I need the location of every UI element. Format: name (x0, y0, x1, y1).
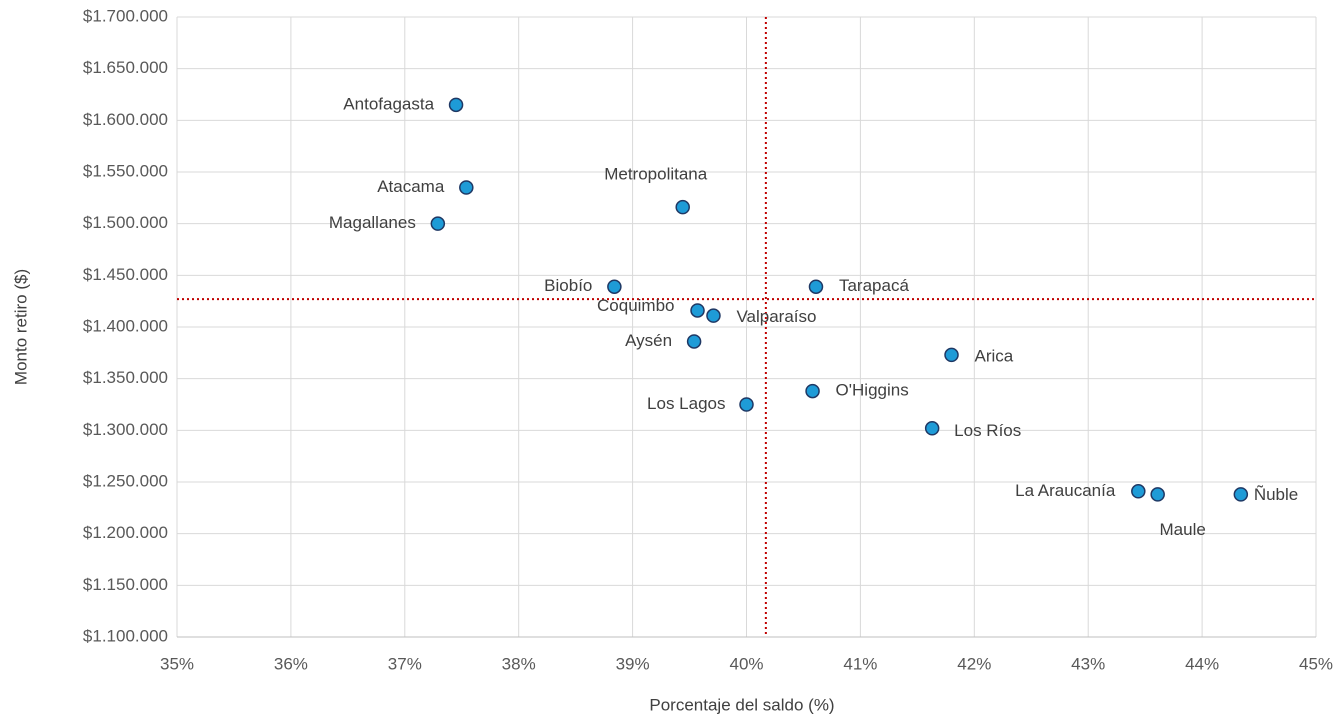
y-axis-title: Monto retiro ($) (11, 269, 30, 385)
x-tick-label: 38% (502, 654, 536, 673)
point (686, 334, 702, 349)
point (459, 180, 474, 195)
point (805, 383, 820, 399)
y-tick-label: $1.150.000 (83, 575, 168, 594)
point (706, 308, 721, 323)
point-label: Aysén (625, 331, 672, 350)
point (1150, 487, 1165, 502)
point-label: Tarapacá (839, 276, 909, 295)
point-label: Magallanes (329, 213, 416, 232)
x-tick-label: 42% (957, 654, 991, 673)
point (1233, 487, 1249, 502)
x-tick-label: 45% (1299, 654, 1333, 673)
point (607, 279, 622, 294)
y-tick-label: $1.100.000 (83, 626, 168, 645)
point-label: Metropolitana (604, 165, 708, 184)
y-tick-label: $1.600.000 (83, 110, 168, 129)
point (808, 279, 824, 294)
y-tick-label: $1.550.000 (83, 161, 168, 180)
y-tick-label: $1.500.000 (83, 213, 168, 232)
y-tick-label: $1.400.000 (83, 316, 168, 335)
point-label: Ñuble (1254, 485, 1298, 504)
x-tick-label: 39% (616, 654, 650, 673)
y-tick-label: $1.650.000 (83, 58, 168, 77)
point (1131, 484, 1146, 499)
point-label: Valparaíso (736, 307, 816, 326)
point (944, 347, 959, 363)
point-label: Atacama (377, 177, 445, 196)
x-tick-label: 44% (1185, 654, 1219, 673)
y-tick-label: $1.250.000 (83, 471, 168, 490)
point-label: Biobío (544, 276, 592, 295)
point-label: La Araucanía (1015, 481, 1116, 500)
point-label: O'Higgins (836, 381, 909, 400)
x-tick-label: 36% (274, 654, 308, 673)
point (924, 421, 940, 436)
point-label: Antofagasta (343, 94, 434, 113)
y-tick-label: $1.300.000 (83, 420, 168, 439)
point-label: Los Lagos (647, 394, 725, 413)
point-label: Arica (975, 346, 1014, 365)
point-label: Los Ríos (954, 421, 1021, 440)
point-label: Coquimbo (597, 296, 675, 315)
y-tick-label: $1.350.000 (83, 368, 168, 387)
point (675, 199, 690, 215)
x-tick-label: 37% (388, 654, 422, 673)
y-tick-label: $1.450.000 (83, 265, 168, 284)
x-tick-label: 43% (1071, 654, 1105, 673)
point-label: Maule (1160, 520, 1206, 539)
x-tick-label: 41% (843, 654, 877, 673)
y-tick-label: $1.200.000 (83, 523, 168, 542)
x-axis-title: Porcentaje del saldo (%) (649, 695, 834, 714)
x-tick-label: 35% (160, 654, 194, 673)
point (690, 303, 705, 318)
point (739, 397, 754, 412)
point (448, 97, 464, 113)
y-tick-label: $1.700.000 (83, 6, 168, 25)
x-tick-label: 40% (729, 654, 763, 673)
point (430, 216, 446, 231)
